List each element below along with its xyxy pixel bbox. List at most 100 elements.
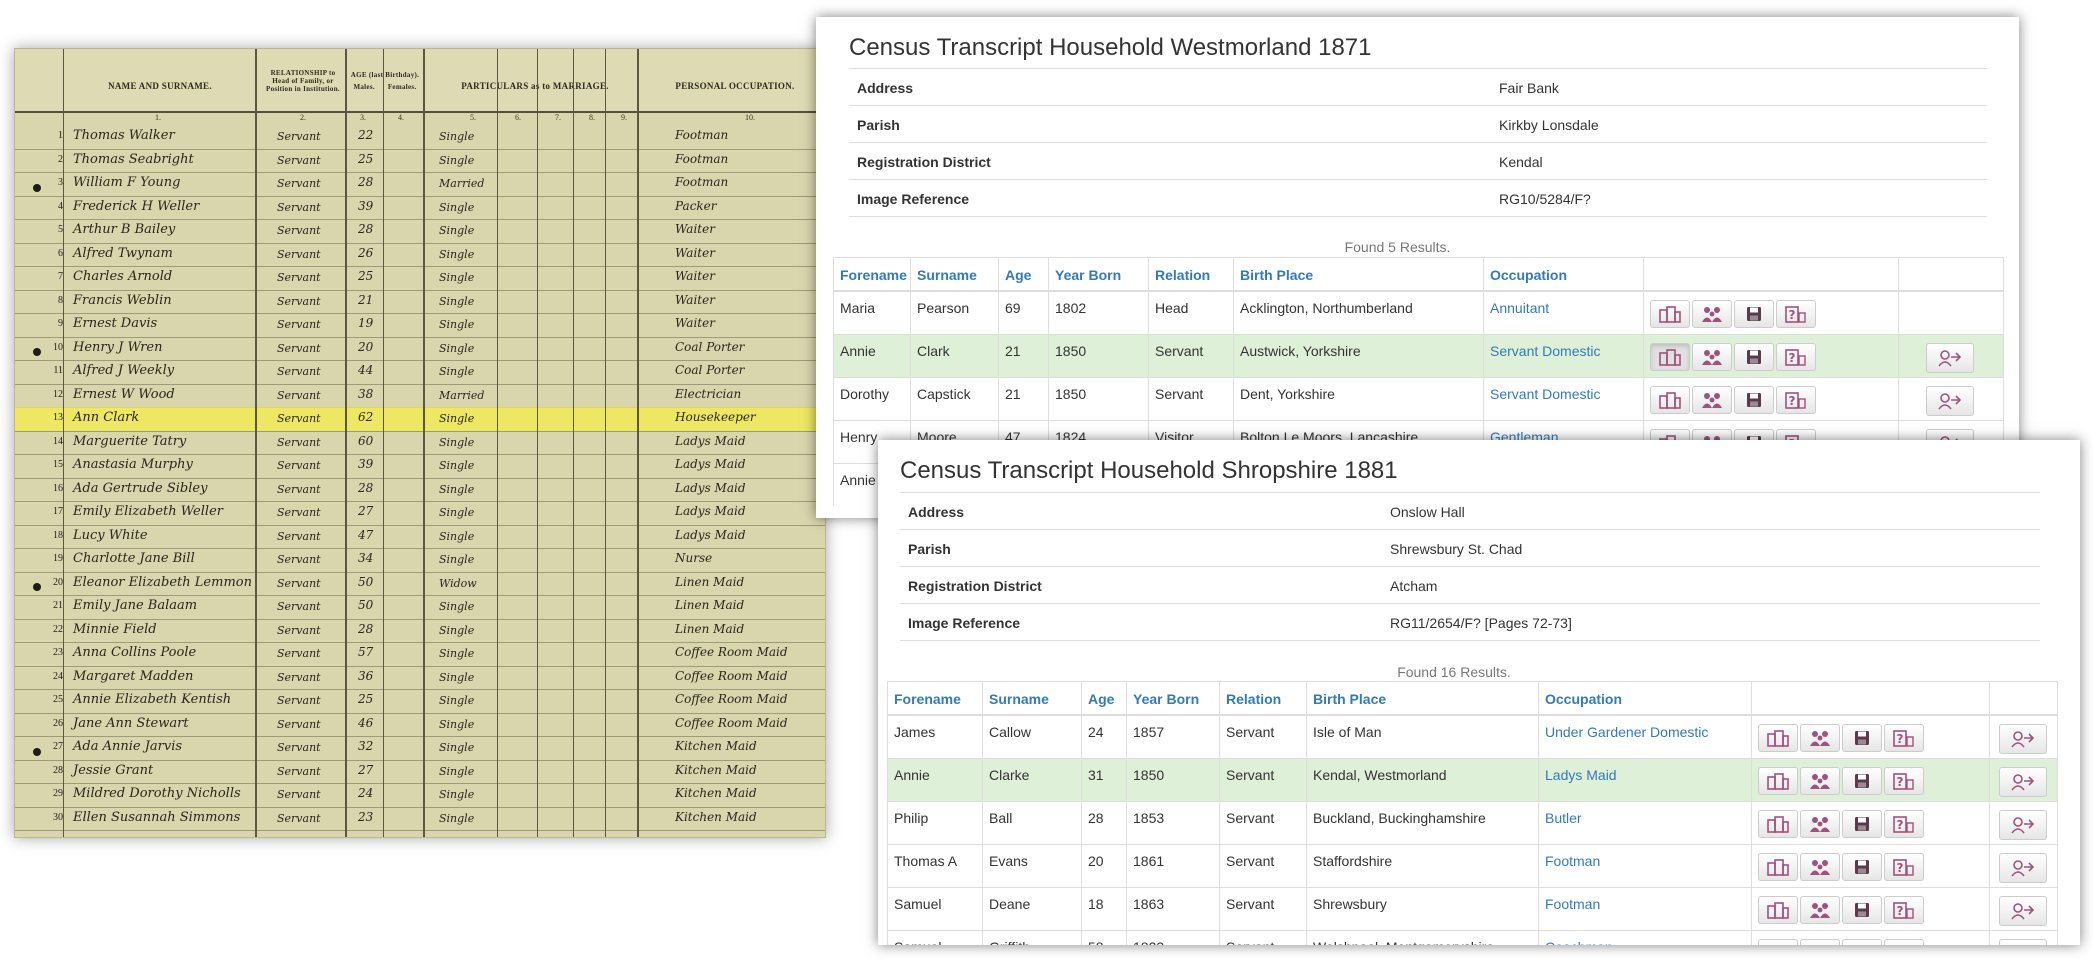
household-button[interactable] (1800, 939, 1840, 945)
scan-row: 16 Ada Gertrude Sibley Servant 28 Single Lady… (15, 478, 825, 502)
occupation-link[interactable]: Coachman (1545, 939, 1613, 945)
save-button[interactable] (1842, 767, 1882, 795)
source-image-button[interactable] (1650, 300, 1690, 328)
info-row-registration-district: Registration District Kendal (849, 143, 1987, 180)
source-image-button[interactable] (1758, 853, 1798, 881)
link-person-button[interactable] (1998, 810, 2047, 840)
occupation-link[interactable]: Ladys Maid (1545, 767, 1617, 783)
help-button[interactable]: ? (1776, 343, 1816, 371)
scan-row: 17 Emily Elizabeth Weller Servant 27 Single L… (15, 501, 825, 526)
occupation-link[interactable]: Servant Domestic (1490, 386, 1601, 402)
scan-row-number: 18 (53, 529, 63, 541)
column-header[interactable]: Surname (982, 681, 1082, 716)
household-button[interactable] (1800, 853, 1840, 881)
link-person-button[interactable] (1998, 939, 2047, 945)
source-image-button[interactable] (1650, 343, 1690, 371)
link-person-button[interactable] (1926, 386, 1974, 416)
extra-cell (1989, 844, 2058, 888)
action-buttons: ? (1650, 292, 1892, 328)
link-person-button[interactable] (1926, 343, 1974, 373)
source-image-button[interactable] (1758, 767, 1798, 795)
occupation-link[interactable]: Footman (1545, 896, 1601, 912)
household-button[interactable] (1692, 300, 1732, 328)
column-header[interactable]: Occupation (1538, 681, 1752, 716)
help-button[interactable]: ? (1884, 767, 1924, 795)
source-image-button[interactable] (1758, 896, 1798, 924)
scan-occupation: Linen Maid (675, 621, 745, 636)
column-header[interactable]: Birth Place (1233, 257, 1484, 292)
source-image-button[interactable] (1758, 810, 1798, 838)
column-header[interactable]: Age (1081, 681, 1127, 716)
help-button[interactable]: ? (1884, 853, 1924, 881)
source-image-button[interactable] (1758, 939, 1798, 945)
info-value: Onslow Hall (1390, 504, 1465, 520)
column-header[interactable]: Forename (887, 681, 983, 716)
occupation-link[interactable]: Butler (1545, 810, 1582, 826)
household-button[interactable] (1692, 343, 1732, 371)
column-header[interactable]: Forename (833, 257, 911, 292)
save-button[interactable] (1734, 386, 1774, 414)
household-button[interactable] (1800, 810, 1840, 838)
save-button[interactable] (1734, 343, 1774, 371)
column-header[interactable]: Occupation (1483, 257, 1644, 292)
save-button[interactable] (1842, 896, 1882, 924)
help-icon: ? (1893, 901, 1915, 919)
household-button[interactable] (1800, 896, 1840, 924)
occupation-cell-wrap: Under Gardener Domestic (1545, 716, 1745, 740)
save-button[interactable] (1842, 853, 1882, 881)
help-button[interactable]: ? (1776, 300, 1816, 328)
column-header[interactable]: Year Born (1048, 257, 1149, 292)
help-button[interactable]: ? (1884, 939, 1924, 945)
occupation-link[interactable]: Under Gardener Domestic (1545, 724, 1709, 740)
help-button[interactable]: ? (1884, 724, 1924, 752)
scan-marriage: Single (439, 788, 475, 801)
link-person-icon (2010, 816, 2036, 834)
scan-relationship: Servant (277, 788, 321, 801)
help-button[interactable]: ? (1884, 896, 1924, 924)
year-born-cell-text: 1823 (1133, 931, 1213, 945)
link-person-button[interactable] (1998, 724, 2047, 754)
household-button[interactable] (1800, 767, 1840, 795)
column-header[interactable]: Birth Place (1306, 681, 1539, 716)
action-buttons: ? (1650, 379, 1892, 414)
link-person-button[interactable] (1998, 853, 2047, 883)
occupation-link[interactable]: Footman (1545, 853, 1601, 869)
household-icon (1700, 348, 1724, 366)
column-header[interactable]: Relation (1148, 257, 1234, 292)
scan-age: 39 (358, 457, 374, 471)
save-button[interactable] (1842, 724, 1882, 752)
source-image-icon (1767, 901, 1789, 919)
household-button[interactable] (1800, 724, 1840, 752)
column-header[interactable]: Age (998, 257, 1049, 292)
info-label: Parish (908, 541, 951, 557)
age-cell-text: 21 (1005, 343, 1021, 359)
scan-row: 27 Ada Annie Jarvis Servant 32 Single Kitchen… (15, 736, 825, 761)
column-header[interactable]: Year Born (1126, 681, 1220, 716)
save-button[interactable] (1842, 939, 1882, 945)
table-row: Samuel Griffith 58 1823 Servant Welshpool, Mo… (887, 930, 2058, 945)
relation-cell: Servant (1219, 844, 1307, 888)
source-image-button[interactable] (1650, 386, 1690, 414)
save-button[interactable] (1734, 300, 1774, 328)
column-header[interactable]: Surname (910, 257, 999, 292)
scan-name: Lucy White (73, 527, 148, 543)
save-icon (1746, 306, 1762, 322)
source-image-button[interactable] (1758, 724, 1798, 752)
scan-row: 30 Ellen Susannah Simmons Servant 23 Single K… (15, 807, 825, 831)
help-button[interactable]: ? (1884, 810, 1924, 838)
column-header[interactable]: Relation (1219, 681, 1307, 716)
save-button[interactable] (1842, 810, 1882, 838)
scan-col-number: 2. (300, 113, 306, 122)
help-button[interactable]: ? (1776, 386, 1816, 414)
occupation-link[interactable]: Servant Domestic (1490, 343, 1601, 359)
household-button[interactable] (1692, 386, 1732, 414)
link-person-button[interactable] (1998, 767, 2047, 797)
scan-row: 4 Frederick H Weller Servant 39 Single Packer (15, 196, 825, 220)
birth-place-cell: Austwick, Yorkshire (1233, 334, 1484, 378)
surname-cell-text: Capstick (917, 386, 971, 402)
occupation-cell: Footman (1538, 887, 1752, 931)
link-person-button[interactable] (1998, 896, 2047, 926)
household-icon (1808, 729, 1832, 747)
occupation-link[interactable]: Annuitant (1490, 300, 1550, 316)
occupation-cell-wrap: Servant Domestic (1490, 379, 1637, 402)
